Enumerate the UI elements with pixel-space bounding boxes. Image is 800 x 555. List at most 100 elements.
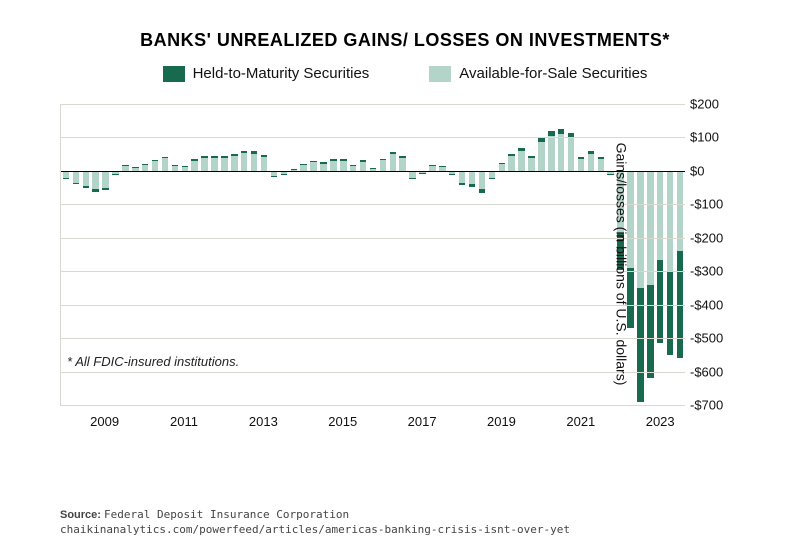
gridline bbox=[61, 271, 685, 272]
plot-region: * All FDIC-insured institutions. $200$10… bbox=[60, 104, 685, 406]
bar-segment-htm bbox=[508, 154, 514, 156]
bar-segment-htm bbox=[429, 165, 435, 166]
bar-column bbox=[241, 104, 247, 405]
bar-segment-afs bbox=[578, 159, 584, 171]
bar-column bbox=[528, 104, 534, 405]
bar-column bbox=[370, 104, 376, 405]
bar-segment-afs bbox=[102, 171, 108, 188]
bar-column bbox=[538, 104, 544, 405]
legend-item-afs: Available-for-Sale Securities bbox=[429, 65, 647, 82]
bar-segment-htm bbox=[390, 152, 396, 154]
bar-segment-afs bbox=[399, 158, 405, 171]
bar-segment-htm bbox=[211, 156, 217, 158]
bar-segment-afs bbox=[73, 171, 79, 183]
bar-segment-htm bbox=[330, 159, 336, 161]
bar-column bbox=[399, 104, 405, 405]
bar-segment-afs bbox=[558, 134, 564, 171]
bar-segment-afs bbox=[241, 153, 247, 170]
y-tick-label: -$700 bbox=[690, 398, 745, 413]
legend-swatch-htm bbox=[163, 66, 185, 82]
bar-segment-afs bbox=[231, 156, 237, 171]
bar-column bbox=[360, 104, 366, 405]
bar-column bbox=[429, 104, 435, 405]
bar-segment-htm bbox=[201, 156, 207, 158]
bar-segment-afs bbox=[647, 171, 653, 285]
bar-segment-htm bbox=[221, 156, 227, 158]
gridline bbox=[61, 204, 685, 205]
bar-segment-htm bbox=[598, 157, 604, 159]
bar-column bbox=[558, 104, 564, 405]
bar-column bbox=[637, 104, 643, 405]
bar-column bbox=[518, 104, 524, 405]
bar-segment-htm bbox=[122, 165, 128, 166]
bar-column bbox=[469, 104, 475, 405]
bar-segment-afs bbox=[221, 158, 227, 171]
bar-segment-htm bbox=[231, 154, 237, 156]
chart-footnote: * All FDIC-insured institutions. bbox=[67, 354, 239, 369]
bar-column bbox=[439, 104, 445, 405]
bar-segment-htm bbox=[83, 186, 89, 188]
y-tick-label: -$400 bbox=[690, 297, 745, 312]
bar-segment-htm bbox=[380, 159, 386, 161]
gridline bbox=[61, 104, 685, 105]
x-tick-label: 2021 bbox=[566, 414, 595, 429]
bar-segment-afs bbox=[469, 171, 475, 184]
bar-column bbox=[380, 104, 386, 405]
bar-segment-htm bbox=[528, 156, 534, 158]
bar-segment-htm bbox=[360, 160, 366, 162]
bar-segment-htm bbox=[63, 178, 69, 179]
bar-segment-htm bbox=[558, 129, 564, 134]
bar-segment-htm bbox=[518, 148, 524, 151]
y-axis-title: Gains/losses (in billions of U.S. dollar… bbox=[614, 143, 630, 386]
gridline bbox=[61, 372, 685, 373]
bar-segment-afs bbox=[92, 171, 98, 189]
legend-label-afs: Available-for-Sale Securities bbox=[459, 65, 647, 82]
bar-column bbox=[281, 104, 287, 405]
bar-column bbox=[598, 104, 604, 405]
bar-segment-htm bbox=[588, 151, 594, 154]
bar-segment-afs bbox=[261, 157, 267, 171]
x-tick-label: 2015 bbox=[328, 414, 357, 429]
bar-segment-afs bbox=[201, 158, 207, 171]
gridline bbox=[61, 338, 685, 339]
bar-segment-afs bbox=[667, 171, 673, 271]
bar-segment-afs bbox=[380, 160, 386, 171]
bar-segment-afs bbox=[211, 158, 217, 171]
bar-column bbox=[310, 104, 316, 405]
bar-segment-afs bbox=[588, 154, 594, 171]
axis-zero-line bbox=[61, 171, 685, 172]
bar-segment-afs bbox=[479, 171, 485, 189]
bar-segment-htm bbox=[300, 164, 306, 165]
bar-segment-htm bbox=[409, 178, 415, 179]
legend-item-htm: Held-to-Maturity Securities bbox=[163, 65, 370, 82]
bar-segment-afs bbox=[63, 171, 69, 178]
bar-segment-htm bbox=[459, 183, 465, 185]
bar-column bbox=[330, 104, 336, 405]
x-tick-label: 2017 bbox=[408, 414, 437, 429]
y-tick-label: $0 bbox=[690, 163, 745, 178]
bar-segment-htm bbox=[92, 189, 98, 192]
bar-segment-afs bbox=[162, 158, 168, 171]
bar-segment-htm bbox=[182, 166, 188, 167]
bar-segment-afs bbox=[568, 137, 574, 170]
bar-segment-afs bbox=[538, 142, 544, 170]
bar-segment-htm bbox=[310, 161, 316, 162]
x-tick-label: 2011 bbox=[170, 414, 198, 429]
bar-column bbox=[271, 104, 277, 405]
bar-segment-afs bbox=[409, 171, 415, 178]
legend-swatch-afs bbox=[429, 66, 451, 82]
bar-segment-htm bbox=[142, 164, 148, 165]
source-attribution: Source: Federal Deposit Insurance Corpor… bbox=[60, 508, 570, 537]
bar-segment-afs bbox=[528, 158, 534, 171]
source-line1: Federal Deposit Insurance Corporation bbox=[104, 508, 349, 521]
x-tick-label: 2013 bbox=[249, 414, 278, 429]
bar-segment-afs bbox=[499, 164, 505, 171]
chart-title: BANKS' UNREALIZED GAINS/ LOSSES ON INVES… bbox=[60, 30, 750, 51]
bar-segment-htm bbox=[479, 189, 485, 192]
bar-segment-afs bbox=[360, 162, 366, 171]
bar-segment-htm bbox=[647, 285, 653, 379]
bar-column bbox=[548, 104, 554, 405]
bar-column bbox=[350, 104, 356, 405]
bar-segment-htm bbox=[73, 183, 79, 185]
bar-column bbox=[677, 104, 683, 405]
